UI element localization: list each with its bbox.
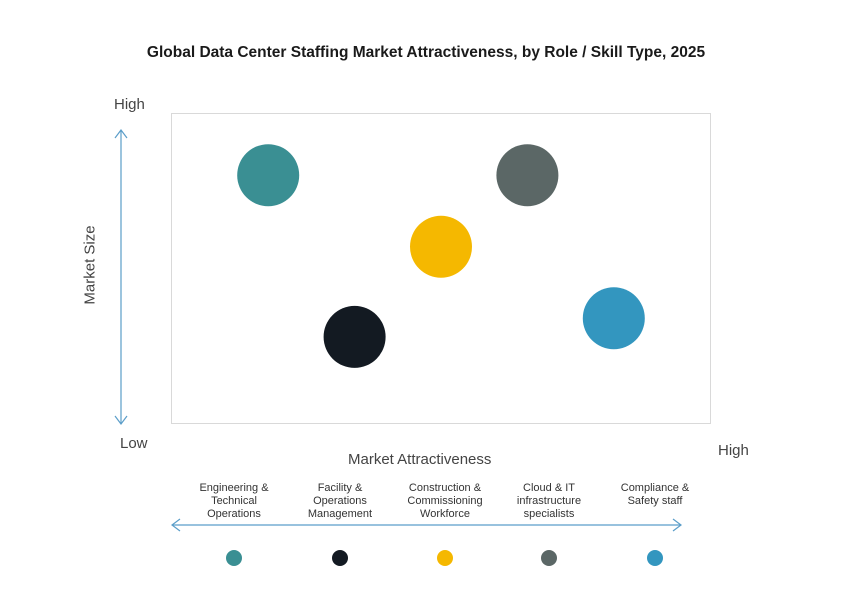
bubble-facility-operations-management (323, 305, 386, 368)
legend-marker-facility-operations-management (332, 550, 348, 566)
legend-arrow (171, 518, 682, 532)
plot-area (171, 113, 711, 424)
legend-marker-compliance-safety-staff (647, 550, 663, 566)
bubble-compliance-safety-staff (582, 287, 645, 350)
legend-label-construction-commissioning-workforce: Construction & Commissioning Workforce (407, 482, 483, 520)
y-axis-low-label: Low (120, 435, 148, 452)
legend-label-facility-operations-management: Facility & Operations Management (307, 482, 373, 520)
x-axis-high-label: High (718, 442, 749, 459)
legend-label-compliance-safety-staff: Compliance & Safety staff (620, 482, 690, 507)
legend-marker-engineering-technical-operations (226, 550, 242, 566)
chart-title: Global Data Center Staffing Market Attra… (146, 44, 706, 61)
y-axis-high-label: High (114, 96, 145, 113)
bubble-construction-commissioning-workforce (410, 215, 472, 278)
legend-marker-construction-commissioning-workforce (437, 550, 453, 566)
y-axis-arrow (114, 129, 128, 425)
legend-label-engineering-technical-operations: Engineering & Technical Operations (199, 482, 269, 520)
legend-markers (226, 550, 663, 566)
x-axis-title: Market Attractiveness (348, 451, 492, 468)
bubble-layer (237, 144, 645, 368)
bubble-cloud-it-infrastructure-specialists (496, 144, 559, 207)
legend-marker-cloud-it-infrastructure-specialists (541, 550, 557, 566)
legend-label-cloud-it-infrastructure-specialists: Cloud & IT infrastructure specialists (516, 482, 582, 520)
bubble-engineering-technical-operations (237, 144, 300, 207)
